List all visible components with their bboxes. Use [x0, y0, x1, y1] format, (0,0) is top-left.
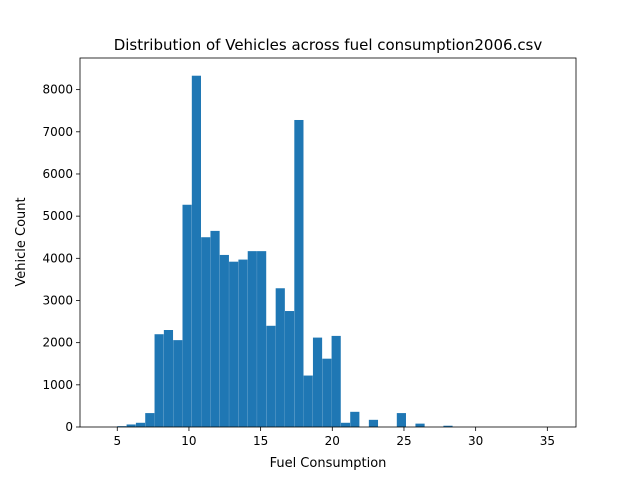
histogram-bar-12: [229, 261, 239, 427]
y-tick-label-0: 0: [65, 420, 73, 434]
histogram-bar-30: [396, 413, 406, 427]
x-tick-label-1: 10: [181, 434, 196, 448]
histogram-bar-14: [247, 251, 257, 427]
plot-area-frame: [79, 57, 577, 428]
histogram-bar-35: [443, 425, 453, 427]
chart-title: Distribution of Vehicles across fuel con…: [114, 36, 543, 54]
histogram-bar-2: [135, 422, 146, 427]
histogram-bar-4: [154, 334, 164, 427]
histogram-bar-0: [117, 426, 127, 427]
histogram-bar-13: [238, 259, 248, 427]
x-tick-label-4: 25: [396, 434, 411, 448]
histogram-bar-15: [257, 251, 267, 427]
y-tick-label-2: 2000: [42, 336, 73, 350]
histogram-bar-21: [312, 337, 323, 427]
histogram-bar-6: [173, 340, 183, 427]
histogram-bar-24: [340, 422, 351, 427]
y-tick-label-1: 1000: [42, 378, 73, 392]
y-tick-label-5: 5000: [42, 209, 73, 223]
x-axis-label: Fuel Consumption: [270, 456, 387, 471]
histogram-bar-19: [294, 119, 304, 427]
histogram-bar-18: [284, 311, 295, 427]
histogram-bar-25: [350, 411, 360, 427]
y-tick-label-3: 3000: [42, 293, 73, 307]
x-tick-label-2: 15: [253, 434, 268, 448]
x-axis-ticks: 5 10 15 20 25 30 35: [113, 427, 555, 448]
histogram-bar-27: [368, 419, 379, 427]
y-axis-ticks: 0 1000 2000 3000 4000 5000 6000 7000 8000: [42, 83, 80, 434]
histogram-bar-1: [126, 424, 136, 427]
histogram-bar-23: [331, 335, 341, 427]
x-tick-label-3: 20: [325, 434, 340, 448]
x-tick-label-0: 5: [113, 434, 121, 448]
x-tick-label-6: 35: [540, 434, 555, 448]
histogram-bar-8: [191, 75, 201, 427]
histogram-bar-9: [201, 237, 211, 427]
histogram-bar-17: [275, 288, 285, 427]
histogram-bar-5: [163, 330, 174, 427]
histogram-bar-10: [210, 230, 220, 427]
y-tick-label-7: 7000: [42, 125, 73, 139]
histogram-bar-11: [219, 254, 229, 427]
histogram-bar-20: [303, 375, 313, 427]
histogram-bar-3: [145, 413, 155, 427]
histogram-bar-7: [182, 204, 192, 427]
y-axis-label: Vehicle Count: [14, 197, 29, 286]
y-tick-label-6: 6000: [42, 167, 73, 181]
y-tick-label-8: 8000: [42, 83, 73, 97]
histogram-bar-32: [415, 423, 425, 427]
histogram-bar-16: [266, 325, 276, 427]
x-tick-label-5: 30: [468, 434, 483, 448]
y-tick-label-4: 4000: [42, 251, 73, 265]
bars-group: [117, 75, 453, 427]
histogram-bar-22: [322, 358, 332, 427]
